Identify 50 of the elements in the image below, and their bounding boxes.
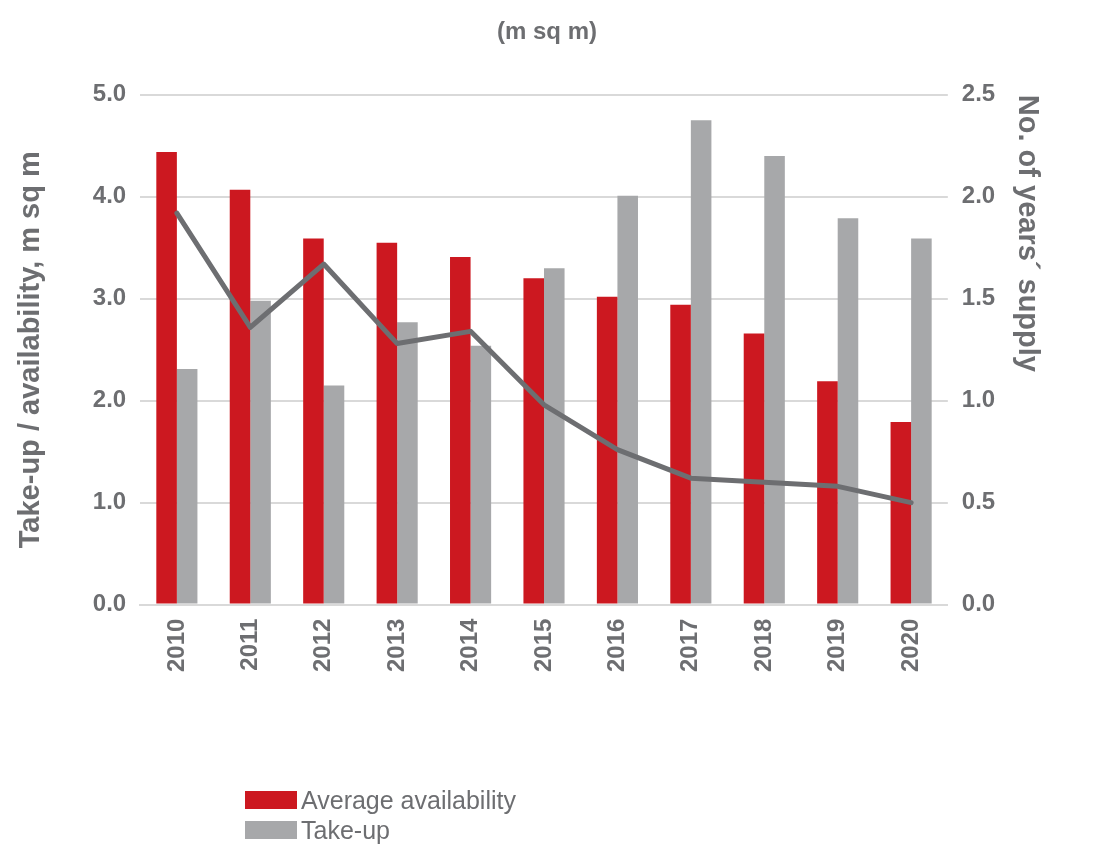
y-tick-label: 1.0 bbox=[92, 487, 127, 515]
bar bbox=[544, 268, 565, 604]
x-tick-label: 2013 bbox=[381, 618, 409, 672]
y2-axis-title: No. of years´ supply bbox=[1012, 94, 1045, 372]
bar bbox=[229, 189, 251, 604]
y2-tick-label: 2.5 bbox=[961, 79, 996, 107]
y2-tick-label: 1.0 bbox=[961, 385, 996, 413]
bar bbox=[911, 238, 932, 604]
bar bbox=[323, 385, 345, 604]
y2-tick-label: 0.5 bbox=[961, 487, 996, 515]
x-tick-label: 2015 bbox=[528, 618, 556, 672]
bar bbox=[670, 304, 691, 604]
y2-tick-label: 1.5 bbox=[961, 283, 996, 311]
y2-tick-label: 2.0 bbox=[961, 181, 996, 209]
bar bbox=[303, 238, 324, 604]
bar bbox=[250, 300, 271, 604]
bar bbox=[523, 278, 544, 604]
y-tick-label: 4.0 bbox=[92, 181, 127, 209]
bar bbox=[817, 381, 838, 604]
x-tick-label: 2012 bbox=[308, 618, 336, 672]
x-tick-label: 2011 bbox=[234, 618, 262, 671]
chart-title: (m sq m) bbox=[496, 17, 598, 45]
bar bbox=[743, 333, 765, 604]
bar bbox=[617, 195, 638, 604]
x-tick-label: 2020 bbox=[895, 618, 923, 672]
bar bbox=[450, 256, 471, 604]
x-tick-label: 2017 bbox=[675, 618, 703, 672]
y2-tick-label: 0.0 bbox=[961, 589, 996, 617]
bar bbox=[837, 218, 859, 604]
x-tick-label: 2019 bbox=[822, 618, 850, 672]
y-tick-label: 5.0 bbox=[92, 79, 127, 107]
y-tick-label: 0.0 bbox=[92, 589, 127, 617]
bar bbox=[376, 242, 398, 604]
bar bbox=[176, 369, 198, 604]
bar bbox=[397, 322, 418, 604]
bar bbox=[890, 422, 912, 604]
y-tick-label: 2.0 bbox=[92, 385, 127, 413]
bar bbox=[690, 120, 712, 604]
x-tick-label: 2018 bbox=[748, 618, 776, 672]
x-tick-label: 2016 bbox=[602, 618, 630, 672]
legend-label: Average availability bbox=[301, 785, 516, 815]
x-tick-label: 2010 bbox=[161, 618, 189, 672]
bar bbox=[596, 296, 618, 604]
y-tick-label: 3.0 bbox=[92, 283, 127, 311]
bar bbox=[470, 345, 492, 604]
x-tick-label: 2014 bbox=[455, 617, 483, 672]
y-axis-title: Take-up / availability, m sq m bbox=[13, 151, 46, 549]
legend-label: Take-up bbox=[301, 815, 390, 845]
bar bbox=[156, 151, 177, 604]
bar bbox=[764, 155, 785, 604]
